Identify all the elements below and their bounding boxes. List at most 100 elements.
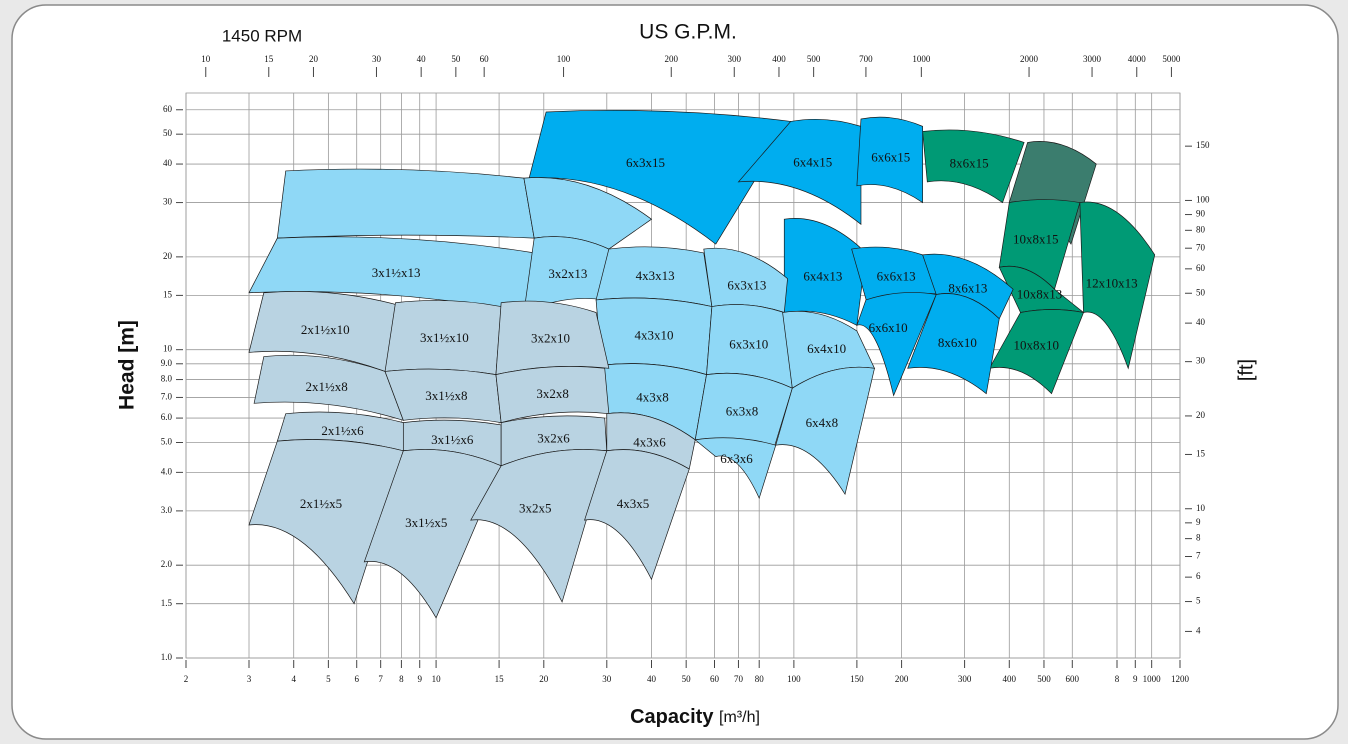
- coverage-region: [363, 449, 502, 619]
- region-label: 6x4x10: [807, 341, 846, 356]
- region-label: 4x3x13: [636, 268, 675, 283]
- region-label: 2x1½x6: [321, 423, 364, 438]
- x2-tick-label: 1000: [912, 54, 931, 64]
- y-tick-label: 20: [163, 251, 173, 261]
- x2-tick-label: 10: [201, 54, 211, 64]
- x-tick-label: 9: [417, 674, 422, 684]
- region-label: 6x4x8: [806, 415, 839, 430]
- y-tick-label: 4.0: [161, 466, 173, 476]
- x-tick-label: 600: [1066, 674, 1080, 684]
- region-label: 10x8x15: [1013, 231, 1059, 246]
- region-label: 2x1½x8: [305, 379, 347, 394]
- x-tick-label: 50: [682, 674, 692, 684]
- region-label: 3x2x13: [548, 266, 587, 281]
- y-tick-label: 1.0: [161, 652, 173, 662]
- x2-tick-label: 40: [417, 54, 427, 64]
- y-tick-label: 8.0: [161, 374, 173, 384]
- x2-tick-label: 200: [665, 54, 679, 64]
- y2-tick-label: 15: [1196, 449, 1206, 459]
- coverage-region: [856, 292, 937, 397]
- region-label: 6x4x13: [803, 268, 842, 283]
- x-tick-label: 8: [1115, 674, 1120, 684]
- y-tick-label: 50: [163, 128, 173, 138]
- x-tick-label: 400: [1003, 674, 1017, 684]
- subtitle: 1450 RPM: [222, 26, 302, 45]
- y-tick-label: 40: [163, 158, 173, 168]
- x2-tick-label: 700: [859, 54, 873, 64]
- x-tick-label: 15: [495, 674, 505, 684]
- coverage-region: [737, 118, 862, 226]
- x-tick-label: 30: [602, 674, 612, 684]
- region-label: 4x3x8: [636, 389, 669, 404]
- x-tick-label: 6: [354, 674, 359, 684]
- y2-tick-label: 30: [1196, 356, 1206, 366]
- x-tick-label: 3: [247, 674, 252, 684]
- region-label: 3x2x8: [536, 386, 569, 401]
- region-label: 3x2x5: [519, 501, 552, 516]
- region-label: 3x2x10: [531, 331, 570, 346]
- x-tick-label: 100: [787, 674, 801, 684]
- x-tick-label: 1200: [1171, 674, 1190, 684]
- y-tick-label: 60: [163, 104, 173, 114]
- x2-tick-label: 400: [772, 54, 786, 64]
- x2-tick-label: 60: [480, 54, 490, 64]
- coverage-region: [988, 309, 1085, 395]
- coverage-region: [775, 366, 875, 496]
- y2-tick-label: 10: [1196, 503, 1206, 513]
- y-axis-label: Head [m]: [116, 320, 139, 410]
- y-tick-label: 5.0: [161, 437, 173, 447]
- x2-tick-label: 4000: [1128, 54, 1147, 64]
- region-label: 4x3x5: [617, 496, 650, 511]
- x2-tick-label: 5000: [1162, 54, 1181, 64]
- x-tick-label: 4: [291, 674, 296, 684]
- region-label: 6x6x10: [869, 320, 908, 335]
- chart-title: US G.P.M.: [639, 21, 737, 44]
- region-label: 12x10x13: [1086, 276, 1138, 291]
- y2-tick-label: 70: [1196, 242, 1206, 252]
- region-label: 8x6x15: [950, 156, 989, 171]
- y2-tick-label: 9: [1196, 517, 1201, 527]
- y2-axis-label: [ft]: [1235, 359, 1257, 381]
- x2-tick-label: 15: [264, 54, 274, 64]
- coverage-region: [856, 116, 923, 204]
- coverage-region: [1079, 201, 1156, 370]
- x-tick-label: 20: [539, 674, 549, 684]
- coverage-region: [248, 439, 404, 605]
- region-label: 6x3x13: [727, 278, 766, 293]
- x-tick-label: 5: [326, 674, 331, 684]
- x-tick-label: 40: [647, 674, 657, 684]
- region-label: 6x3x15: [626, 155, 665, 170]
- y2-tick-label: 40: [1196, 317, 1206, 327]
- region-label: 3x1½x13: [372, 265, 421, 280]
- x-tick-label: 70: [734, 674, 744, 684]
- y2-tick-label: 8: [1196, 533, 1201, 543]
- x-unit: [m³/h]: [719, 709, 760, 726]
- y-tick-label: 7.0: [161, 392, 173, 402]
- x-tick-label: 500: [1037, 674, 1051, 684]
- y-tick-label: 2.0: [161, 559, 173, 569]
- y2-tick-label: 150: [1196, 140, 1210, 150]
- region-label: 3x1½x10: [420, 330, 469, 345]
- region-label: 4x3x6: [633, 434, 666, 449]
- y2-tick-label: 20: [1196, 410, 1206, 420]
- region-label: 6x3x10: [729, 336, 768, 351]
- coverage-region: [922, 129, 1025, 204]
- x-tick-label: 8: [399, 674, 404, 684]
- region-label: 4x3x10: [635, 328, 674, 343]
- y2-tick-label: 60: [1196, 263, 1206, 273]
- x2-tick-label: 30: [372, 54, 382, 64]
- y2-tick-label: 90: [1196, 209, 1206, 219]
- coverage-region: [694, 437, 777, 500]
- x2-tick-label: 300: [728, 54, 742, 64]
- y-tick-label: 15: [163, 289, 173, 299]
- x-tick-label: 150: [850, 674, 864, 684]
- y2-tick-label: 50: [1196, 287, 1206, 297]
- region-label: 6x6x15: [871, 149, 910, 164]
- y-tick-label: 6.0: [161, 412, 173, 422]
- x-tick-label: 1000: [1143, 674, 1162, 684]
- y-tick-label: 10: [163, 344, 173, 354]
- coverage-region: [276, 168, 535, 239]
- x-tick-label: 2: [184, 674, 189, 684]
- region-label: 6x4x15: [793, 154, 832, 169]
